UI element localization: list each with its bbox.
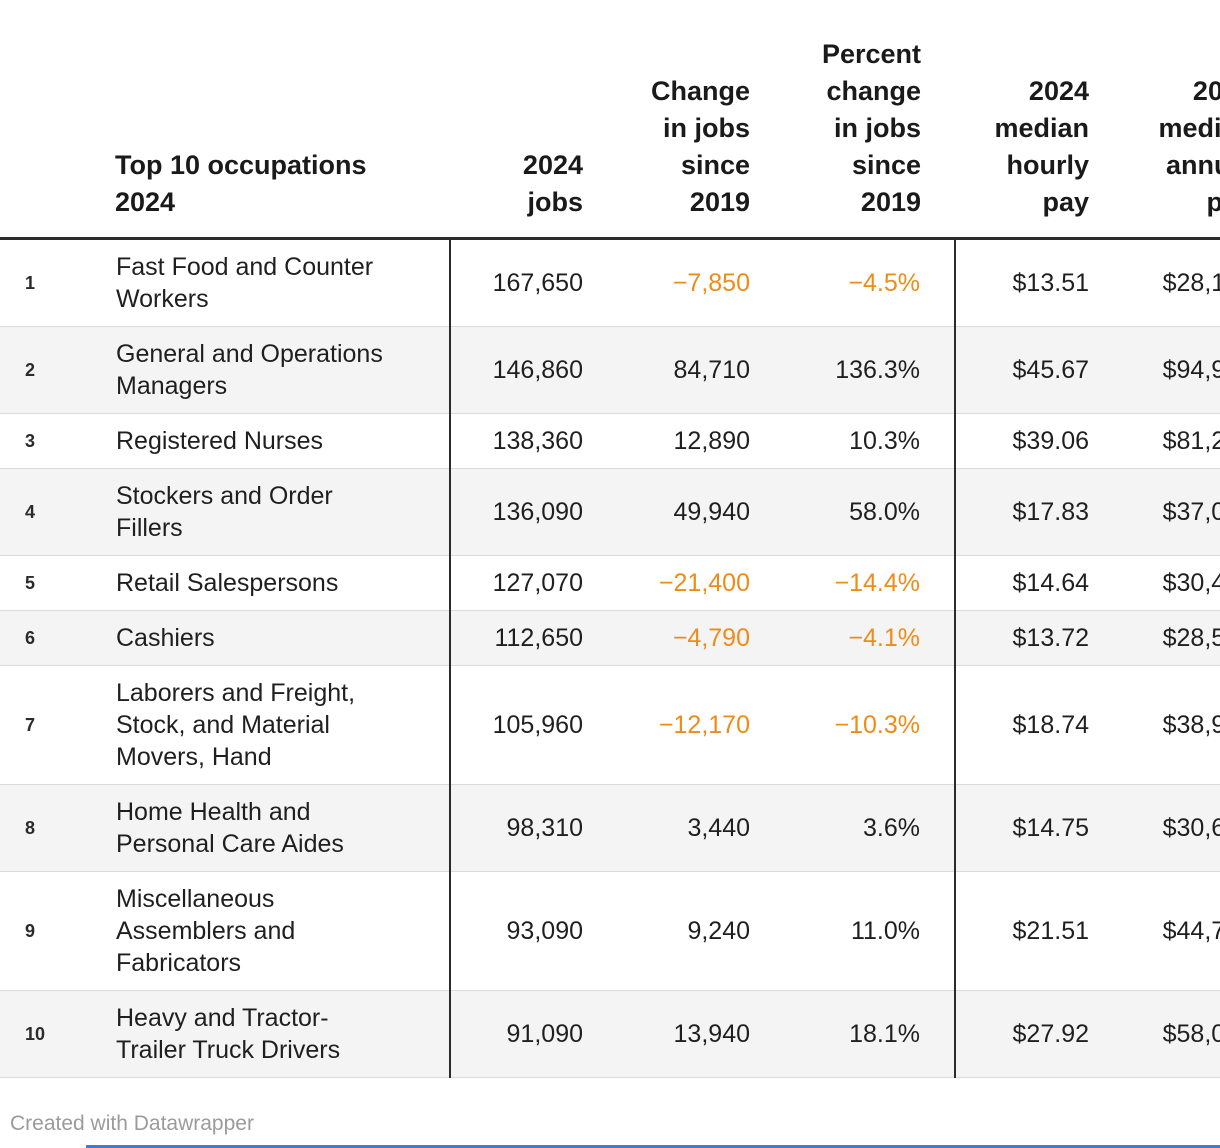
change-cell: 49,940: [600, 468, 760, 556]
annual-pay-cell: $81,240: [1130, 413, 1220, 469]
occupation-cell: Retail Salespersons: [115, 555, 451, 611]
table-row: 2 General and Operations Managers 146,86…: [0, 326, 1220, 414]
percent-change-cell: 11.0%: [760, 871, 956, 991]
table-row: 10 Heavy and Tractor-Trailer Truck Drive…: [0, 990, 1220, 1078]
percent-change-cell: −4.5%: [760, 238, 956, 327]
change-cell: 3,440: [600, 784, 760, 872]
occupation-cell: Cashiers: [115, 610, 451, 666]
change-cell: 13,940: [600, 990, 760, 1078]
table-row: 6 Cashiers 112,650 −4,790 −4.1% $13.72 $…: [0, 610, 1220, 666]
change-cell: −21,400: [600, 555, 760, 611]
percent-change-cell: 18.1%: [760, 990, 956, 1078]
hourly-pay-cell: $14.75: [955, 784, 1130, 872]
hourly-pay-cell: $17.83: [955, 468, 1130, 556]
column-header-rank: [0, 0, 115, 240]
column-header-change: Change in jobs since 2019: [600, 0, 760, 240]
bottom-blue-line: [86, 1145, 1220, 1148]
column-header-percent-change: Percent change in jobs since 2019: [760, 0, 955, 240]
occupation-cell: Laborers and Freight, Stock, and Materia…: [115, 665, 451, 785]
row-rank: 3: [0, 413, 115, 469]
hourly-pay-cell: $45.67: [955, 326, 1130, 414]
table-row: 1 Fast Food and Counter Workers 167,650 …: [0, 238, 1220, 327]
row-rank: 6: [0, 610, 115, 666]
annual-pay-cell: $58,070: [1130, 990, 1220, 1078]
jobs-cell: 136,090: [450, 468, 600, 556]
change-cell: −12,170: [600, 665, 760, 785]
annual-pay-cell: $28,540: [1130, 610, 1220, 666]
percent-change-cell: 58.0%: [760, 468, 956, 556]
hourly-pay-cell: $39.06: [955, 413, 1130, 469]
datawrapper-credit-link[interactable]: Created with Datawrapper: [10, 1112, 254, 1135]
jobs-cell: 146,860: [450, 326, 600, 414]
change-cell: 9,240: [600, 871, 760, 991]
percent-change-cell: −10.3%: [760, 665, 956, 785]
hourly-pay-cell: $14.64: [955, 555, 1130, 611]
percent-change-cell: −14.4%: [760, 555, 956, 611]
table-row: 9 Miscellaneous Assemblers and Fabricato…: [0, 871, 1220, 991]
jobs-cell: 138,360: [450, 413, 600, 469]
row-rank: 5: [0, 555, 115, 611]
hourly-pay-cell: $27.92: [955, 990, 1130, 1078]
change-cell: 12,890: [600, 413, 760, 469]
annual-pay-cell: $38,980: [1130, 665, 1220, 785]
occupation-cell: Fast Food and Counter Workers: [115, 238, 451, 327]
table-row: 5 Retail Salespersons 127,070 −21,400 −1…: [0, 555, 1220, 611]
occupations-table: Top 10 occupations 2024 2024 jobs Change…: [0, 0, 1220, 1078]
row-rank: 8: [0, 784, 115, 872]
percent-change-cell: 3.6%: [760, 784, 956, 872]
hourly-pay-cell: $13.51: [1012, 269, 1089, 297]
annual-pay-cell: $28,100: [1162, 269, 1220, 297]
occupation-cell: Registered Nurses: [115, 413, 451, 469]
row-rank: 9: [0, 871, 115, 991]
percent-change-cell: 136.3%: [760, 326, 956, 414]
percent-change-cell: 10.3%: [760, 413, 956, 469]
jobs-cell: 105,960: [450, 665, 600, 785]
column-header-annual-pay: 2024 median annual pay: [1130, 0, 1220, 240]
table-row: 8 Home Health and Personal Care Aides 98…: [0, 784, 1220, 872]
occupation-cell: Stockers and Order Fillers: [115, 468, 451, 556]
change-cell: −4,790: [600, 610, 760, 666]
jobs-cell: 127,070: [450, 555, 600, 611]
occupation-cell: Miscellaneous Assemblers and Fabricators: [115, 871, 451, 991]
column-header-occupation: Top 10 occupations 2024: [115, 0, 450, 240]
row-rank: 10: [0, 990, 115, 1078]
jobs-cell: 93,090: [450, 871, 600, 991]
annual-pay-cell: $37,090: [1130, 468, 1220, 556]
table-row: 7 Laborers and Freight, Stock, and Mater…: [0, 665, 1220, 785]
hourly-pay-cell: $21.51: [955, 871, 1130, 991]
annual-pay-cell: $94,990: [1130, 326, 1220, 414]
occupation-cell: Home Health and Personal Care Aides: [115, 784, 451, 872]
hourly-pay-cell: $18.74: [955, 665, 1130, 785]
row-rank: 1: [25, 273, 36, 293]
row-rank: 4: [0, 468, 115, 556]
jobs-cell: 167,650: [492, 269, 583, 297]
percent-change-cell: −4.1%: [760, 610, 956, 666]
hourly-pay-cell: $13.72: [955, 610, 1130, 666]
column-header-jobs: 2024 jobs: [450, 0, 600, 240]
occupation-cell: Heavy and Tractor-Trailer Truck Drivers: [115, 990, 451, 1078]
annual-pay-cell: $30,450: [1130, 555, 1220, 611]
jobs-cell: 112,650: [450, 610, 600, 666]
jobs-cell: 98,310: [450, 784, 600, 872]
header-row: Top 10 occupations 2024 2024 jobs Change…: [0, 0, 1220, 240]
jobs-cell: 91,090: [450, 990, 600, 1078]
column-header-hourly-pay: 2024 median hourly pay: [955, 0, 1130, 240]
table-row: 3 Registered Nurses 138,360 12,890 10.3%…: [0, 413, 1220, 469]
row-rank: 7: [0, 665, 115, 785]
change-cell: −7,850: [672, 269, 750, 297]
annual-pay-cell: $30,680: [1130, 784, 1220, 872]
table-row: 4 Stockers and Order Fillers 136,090 49,…: [0, 468, 1220, 556]
row-rank: 2: [0, 326, 115, 414]
change-cell: 84,710: [600, 326, 760, 414]
occupation-cell: General and Operations Managers: [115, 326, 451, 414]
table-viewport: Top 10 occupations 2024 2024 jobs Change…: [0, 0, 1220, 1078]
annual-pay-cell: $44,740: [1130, 871, 1220, 991]
